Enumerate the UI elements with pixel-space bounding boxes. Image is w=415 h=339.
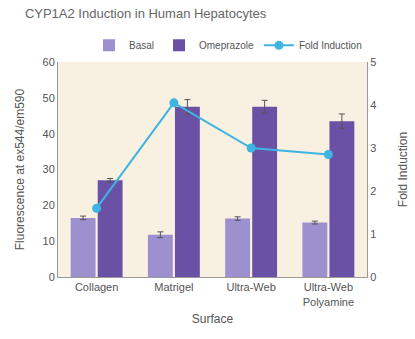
svg-text:0: 0 [49,271,55,283]
svg-text:2: 2 [370,185,376,197]
svg-text:30: 30 [43,163,55,175]
svg-text:50: 50 [43,92,55,104]
svg-text:Basal: Basal [129,40,154,51]
svg-text:3: 3 [370,142,376,154]
svg-text:10: 10 [43,235,55,247]
svg-text:1: 1 [370,228,376,240]
svg-text:40: 40 [43,128,55,140]
svg-text:Fold Induction: Fold Induction [396,132,410,207]
svg-text:Surface: Surface [192,312,234,326]
svg-text:Ultra-WebPolyamine: Ultra-WebPolyamine [303,281,354,307]
svg-text:Matrigel: Matrigel [154,281,193,293]
svg-text:60: 60 [43,56,55,68]
svg-text:CYP1A2 Induction in Human Hepa: CYP1A2 Induction in Human Hepatocytes [25,6,267,21]
svg-text:0: 0 [370,271,376,283]
svg-text:5: 5 [370,56,376,68]
svg-text:Fluorescence at ex544/em590: Fluorescence at ex544/em590 [13,88,27,250]
svg-text:Fold Induction: Fold Induction [299,40,362,51]
svg-text:4: 4 [370,99,376,111]
svg-text:Omeprazole: Omeprazole [199,40,254,51]
svg-text:Ultra-Web: Ultra-Web [226,281,275,293]
svg-text:Collagen: Collagen [75,281,118,293]
svg-text:20: 20 [43,199,55,211]
